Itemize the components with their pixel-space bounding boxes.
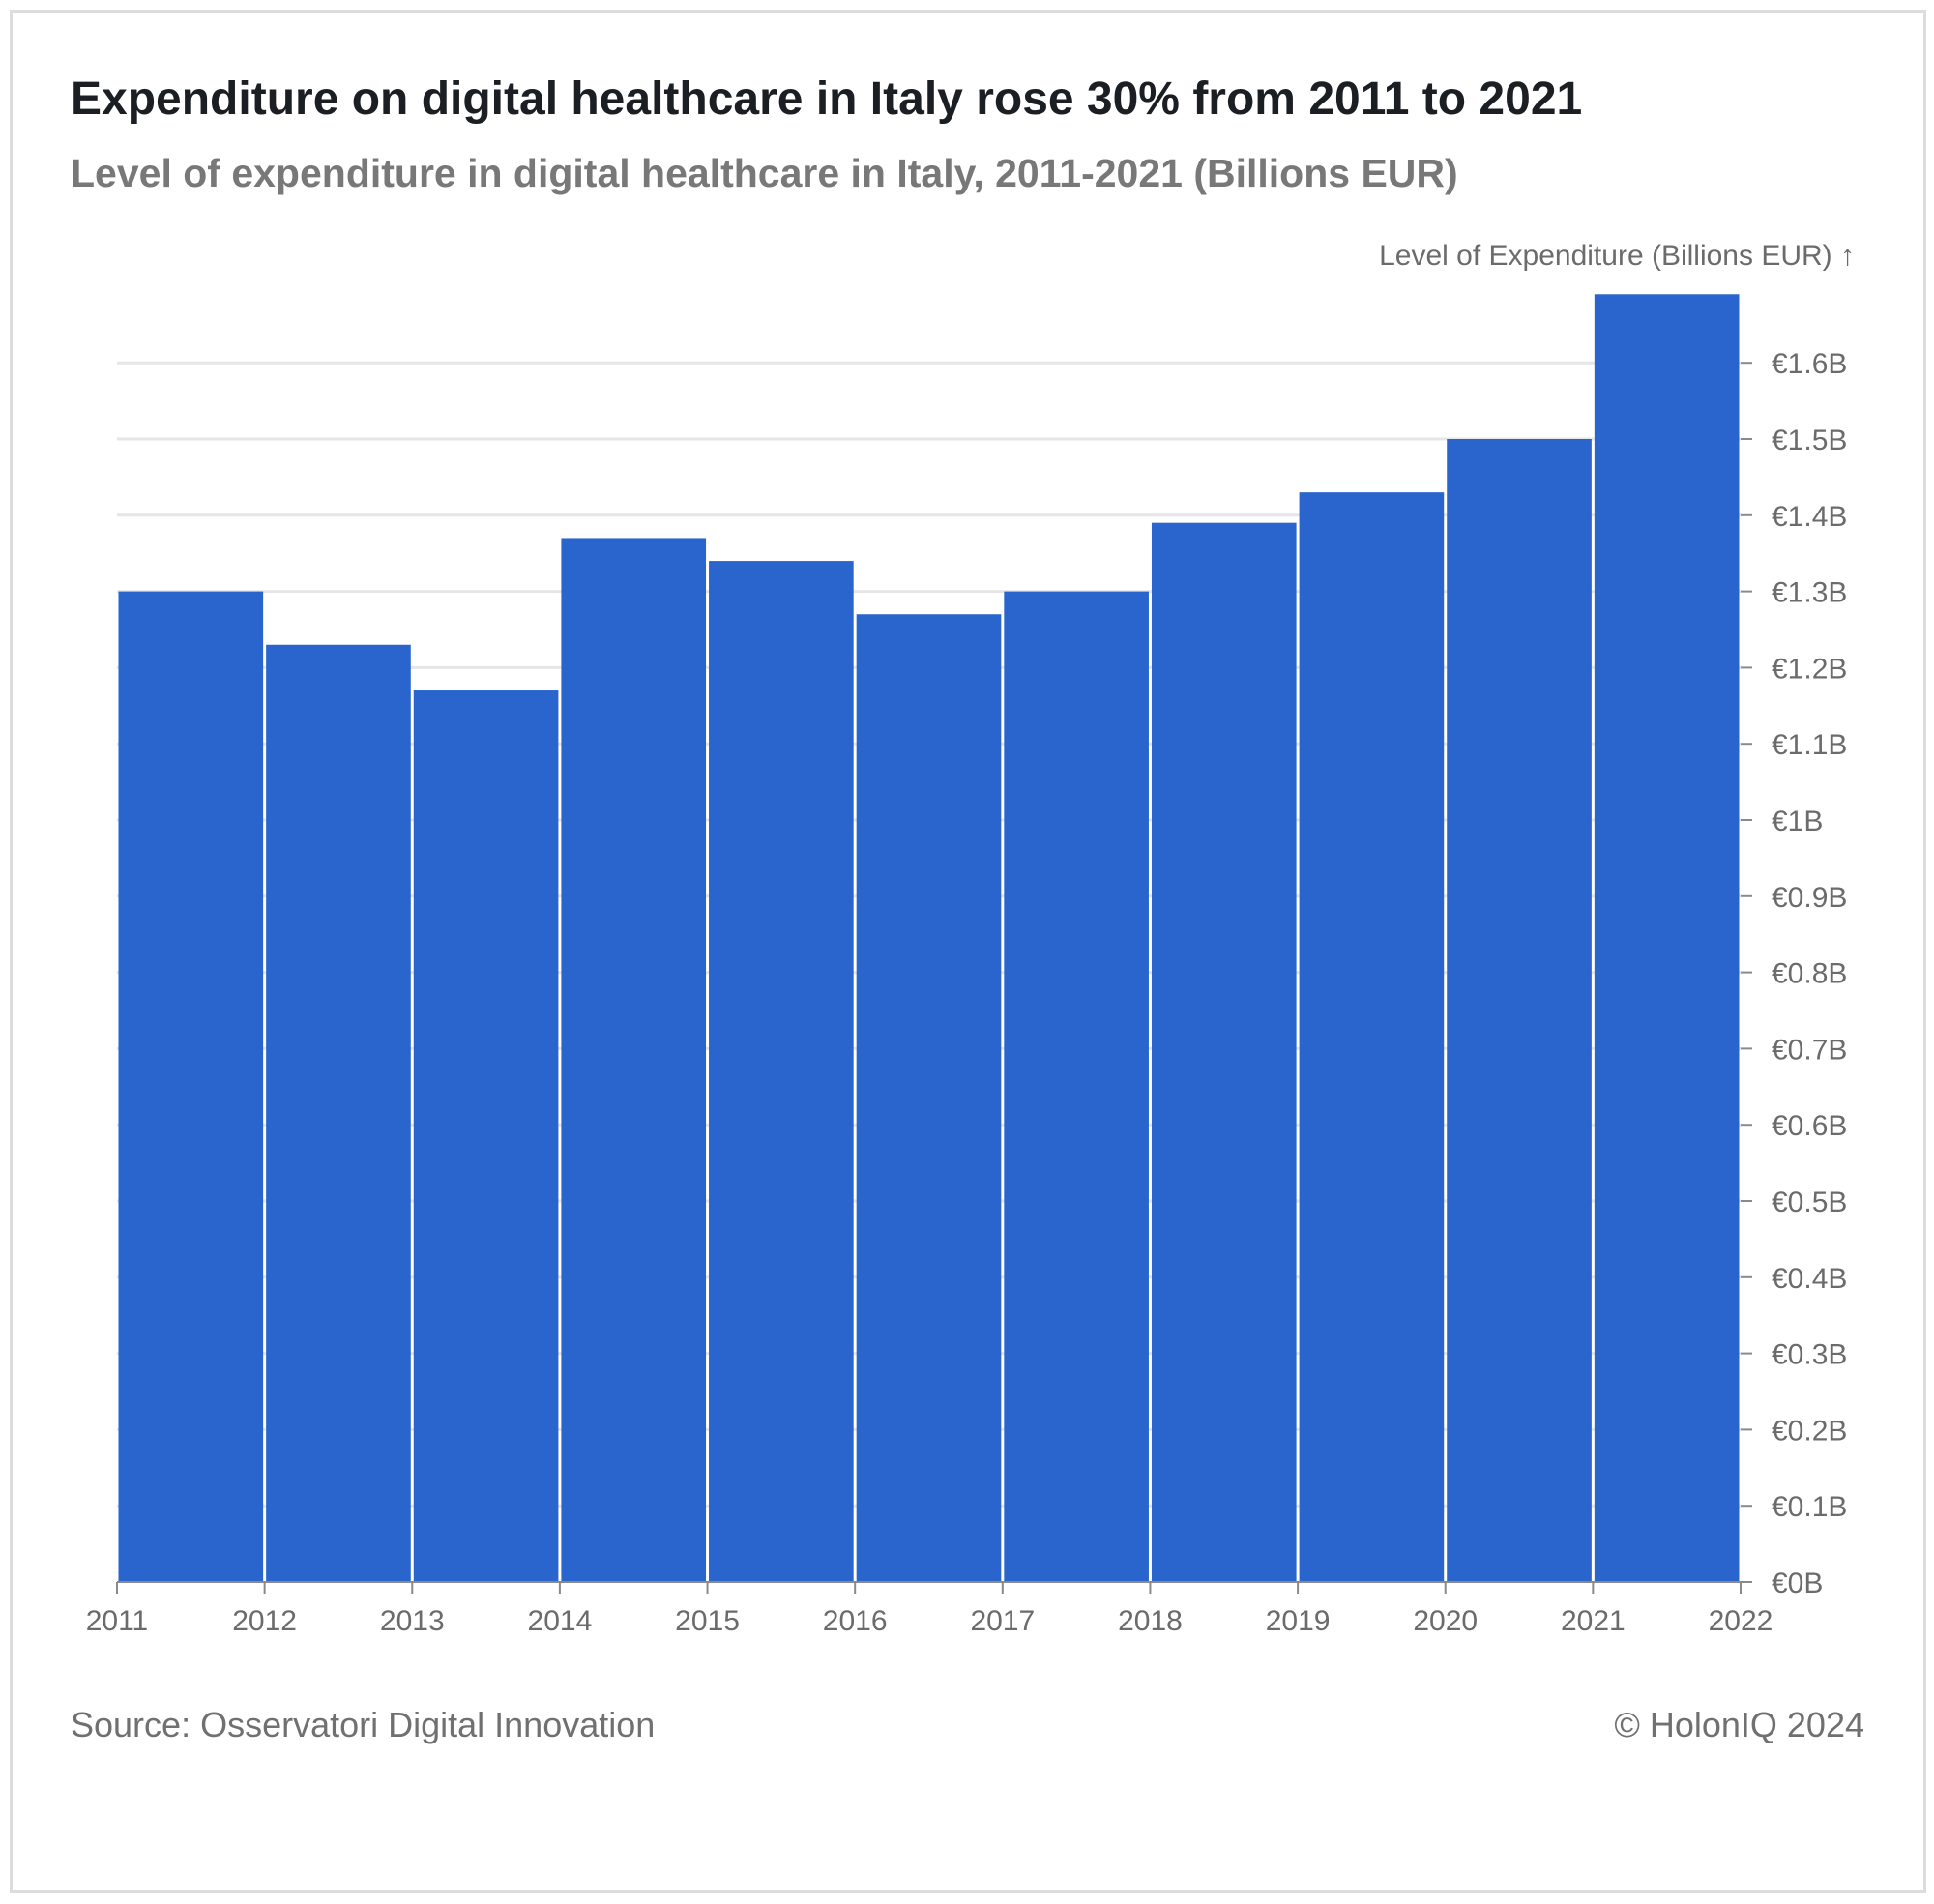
- bar-2014: [561, 538, 707, 1583]
- x-tick-label: 2011: [86, 1605, 149, 1637]
- y-tick-label: €0.6B: [1772, 1110, 1847, 1142]
- x-tick-label: 2017: [970, 1605, 1035, 1637]
- bar-2021: [1594, 294, 1740, 1582]
- axes: €0B €0.1B €0.2B €0.3B €0.4B €0.5B €0.6B €0.7B €0…: [86, 348, 1848, 1637]
- bar-2012: [266, 644, 411, 1582]
- x-tick-label: 2018: [1118, 1605, 1183, 1637]
- x-tick-label: 2019: [1266, 1605, 1331, 1637]
- x-tick-label: 2020: [1413, 1605, 1478, 1637]
- x-tick-label: 2012: [232, 1605, 297, 1637]
- y-tick-label: €0.9B: [1772, 882, 1847, 914]
- y-tick-label: €1.5B: [1772, 425, 1847, 456]
- bar-2016: [856, 614, 1002, 1582]
- y-tick-label: €1B: [1772, 806, 1823, 837]
- x-tick-label: 2022: [1709, 1605, 1773, 1637]
- y-tick-label: €0.2B: [1772, 1415, 1847, 1447]
- y-tick-label: €1.1B: [1772, 729, 1847, 761]
- x-tick-label: 2021: [1561, 1605, 1626, 1637]
- bar-2013: [413, 690, 559, 1582]
- bar-2019: [1299, 492, 1445, 1582]
- y-tick-label: €0.1B: [1772, 1491, 1847, 1523]
- x-tick-label: 2014: [528, 1605, 593, 1637]
- y-tick-label: €0.7B: [1772, 1034, 1847, 1066]
- x-tick-label: 2015: [675, 1605, 740, 1637]
- bars: [118, 294, 1740, 1583]
- bar-2017: [1004, 591, 1149, 1582]
- bar-2011: [118, 591, 264, 1582]
- y-tick-label: €0.3B: [1772, 1339, 1847, 1371]
- y-tick-label: €1.3B: [1772, 577, 1847, 609]
- y-tick-label: €1.2B: [1772, 653, 1847, 685]
- chart-title: Expenditure on digital healthcare in Ita…: [71, 73, 1583, 125]
- y-tick-label: €1.6B: [1772, 348, 1847, 380]
- y-tick-label: €0.8B: [1772, 958, 1847, 990]
- chart-subtitle: Level of expenditure in digital healthca…: [71, 151, 1458, 195]
- x-tick-label: 2013: [380, 1605, 445, 1637]
- y-tick-label: €0.5B: [1772, 1186, 1847, 1218]
- y-tick-label: €1.4B: [1772, 501, 1847, 533]
- y-tick-label: €0.4B: [1772, 1263, 1847, 1295]
- copyright-note: © HolonIQ 2024: [1614, 1705, 1864, 1744]
- bar-2015: [709, 561, 854, 1582]
- bar-2018: [1151, 522, 1297, 1583]
- source-note: Source: Osservatori Digital Innovation: [71, 1705, 656, 1744]
- y-axis-title: Level of Expenditure (Billions EUR) ↑: [1379, 240, 1855, 272]
- x-tick-label: 2016: [823, 1605, 888, 1637]
- bar-2020: [1447, 439, 1592, 1582]
- y-tick-label: €0B: [1772, 1567, 1823, 1599]
